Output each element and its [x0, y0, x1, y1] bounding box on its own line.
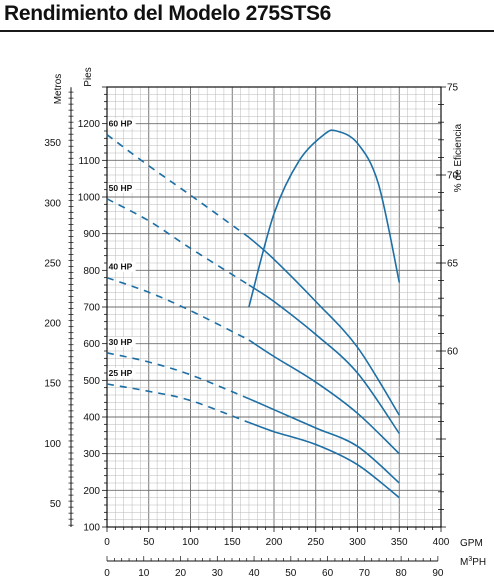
feet-tick-label: 1200 — [78, 119, 101, 130]
head-curve-dashed-40hp — [106, 276, 250, 341]
feet-tick-label: 100 — [83, 523, 100, 534]
hp-label-bg — [107, 182, 136, 193]
chart-title: Rendimiento del Modelo 275STS6 — [4, 2, 332, 25]
efficiency-tick-label: 65 — [447, 259, 459, 270]
meters-tick-label: 50 — [50, 499, 62, 510]
gpm-tick-label: 100 — [182, 537, 199, 548]
meters-tick-label: 100 — [44, 439, 61, 450]
efficiency-tick-label: 75 — [447, 83, 459, 94]
title-rule — [0, 30, 494, 32]
axes: 1002003004005006007008009001000110012005… — [44, 83, 458, 580]
head-curve-50hp — [248, 284, 400, 434]
hp-label: 25 HP — [109, 368, 133, 378]
m3ph-tick-label: 50 — [285, 568, 297, 579]
meters-tick-label: 250 — [44, 258, 61, 269]
gpm-tick-label: 150 — [224, 537, 241, 548]
gpm-tick-label: 350 — [391, 537, 408, 548]
m3ph-tick-label: 80 — [396, 568, 408, 579]
m3ph-tick-label: 40 — [248, 568, 260, 579]
gpm-tick-label: 300 — [349, 537, 366, 548]
m3ph-tick-label: 20 — [175, 568, 187, 579]
m3ph-tick-label: 70 — [359, 568, 371, 579]
m3ph-tick-label: 30 — [212, 568, 224, 579]
meters-tick-label: 300 — [44, 198, 61, 209]
m3ph-tick-label: 0 — [104, 568, 110, 579]
y-label-meters: Metros — [53, 74, 64, 105]
head-curve-25hp — [248, 421, 400, 499]
head-curve-dashed-25hp — [106, 383, 250, 424]
hp-label: 40 HP — [109, 262, 133, 272]
meters-tick-label: 150 — [44, 379, 61, 390]
gpm-tick-label: 0 — [104, 537, 110, 548]
meters-tick-label: 200 — [44, 319, 61, 330]
y-label-efficiency: % de Eficiencia — [453, 123, 464, 192]
head-curve-30hp — [248, 397, 400, 484]
efficiency-tick-label: 60 — [447, 347, 459, 358]
hp-label-bg — [107, 261, 136, 272]
hp-label: 30 HP — [109, 337, 133, 347]
y-label-feet: Pies — [83, 67, 94, 86]
m3ph-tick-label: 90 — [432, 568, 444, 579]
feet-tick-label: 300 — [83, 449, 100, 460]
x-label-gpm: GPM — [460, 538, 483, 549]
hp-label-bg — [107, 368, 136, 378]
feet-tick-label: 500 — [83, 376, 100, 387]
head-curve-dashed-30hp — [106, 352, 250, 400]
hp-label: 60 HP — [109, 119, 133, 129]
head-curve-dashed-60hp — [106, 134, 250, 238]
efficiency-tick-label: 70 — [447, 171, 459, 182]
hp-label: 50 HP — [109, 183, 133, 193]
hp-label-bg — [107, 336, 136, 347]
hp-label-bg — [107, 118, 136, 129]
gpm-tick-label: 200 — [266, 537, 283, 548]
x-label-m3ph: M3PH — [460, 556, 486, 568]
gpm-tick-label: 400 — [433, 537, 450, 548]
feet-tick-label: 200 — [83, 486, 100, 497]
grid — [107, 87, 441, 527]
m3ph-tick-label: 10 — [138, 568, 150, 579]
series: 60 HP 50 HP 40 HP 30 HP 25 HP — [106, 118, 401, 499]
feet-tick-label: 1100 — [78, 156, 100, 167]
feet-tick-label: 400 — [83, 413, 100, 424]
meters-tick-label: 350 — [44, 138, 61, 149]
feet-tick-label: 1000 — [78, 193, 101, 204]
head-curve-40hp — [248, 339, 400, 455]
feet-tick-label: 800 — [83, 266, 100, 277]
gpm-tick-label: 50 — [143, 537, 155, 548]
feet-tick-label: 600 — [83, 339, 100, 350]
feet-tick-label: 700 — [83, 303, 100, 314]
efficiency-curve — [248, 129, 401, 308]
m3ph-tick-label: 60 — [322, 568, 334, 579]
gpm-tick-label: 250 — [307, 537, 324, 548]
feet-tick-label: 900 — [83, 229, 100, 240]
head-curve-60hp — [248, 236, 400, 416]
